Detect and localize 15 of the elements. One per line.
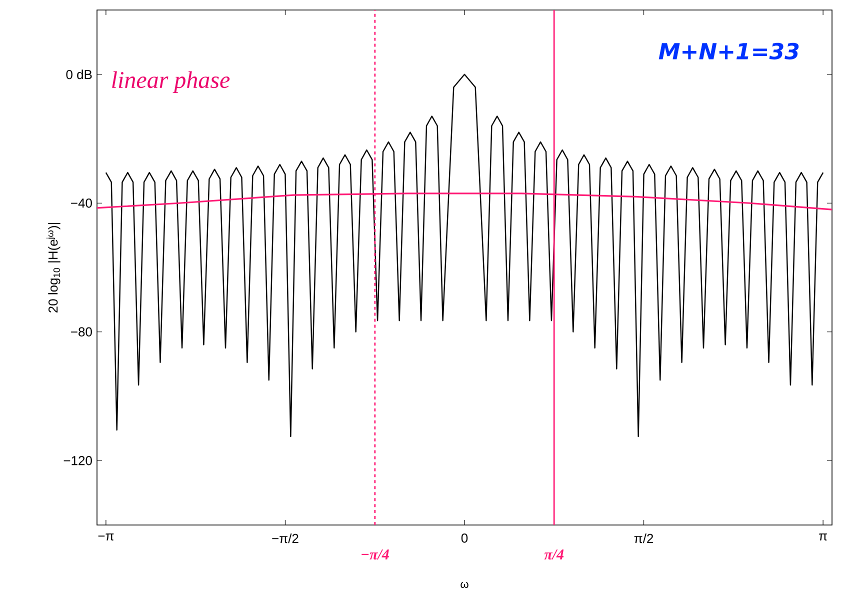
ref-line-label: π/4 — [544, 550, 564, 560]
x-tick-label: π/2 — [634, 534, 654, 544]
y-tick-label: −40 — [71, 198, 92, 208]
x-tick-label: π — [819, 534, 827, 541]
annotation: M+N+1=33 — [658, 42, 799, 60]
x-tick-label: −π/2 — [272, 534, 298, 544]
ref-line-label: −π/4 — [362, 550, 389, 560]
y-tick-label: −120 — [64, 456, 92, 466]
y-tick-label: 0 dB — [66, 70, 92, 80]
x-axis-title: ω — [460, 582, 468, 588]
y-axis-title: 20 log$_{10}$ |H(e$^{jω}$)| — [46, 223, 60, 312]
x-tick-label: −π — [98, 534, 114, 541]
x-tick-label: 0 — [461, 534, 468, 543]
annotation: linear phase — [112, 71, 230, 93]
y-tick-label: −80 — [71, 327, 92, 336]
